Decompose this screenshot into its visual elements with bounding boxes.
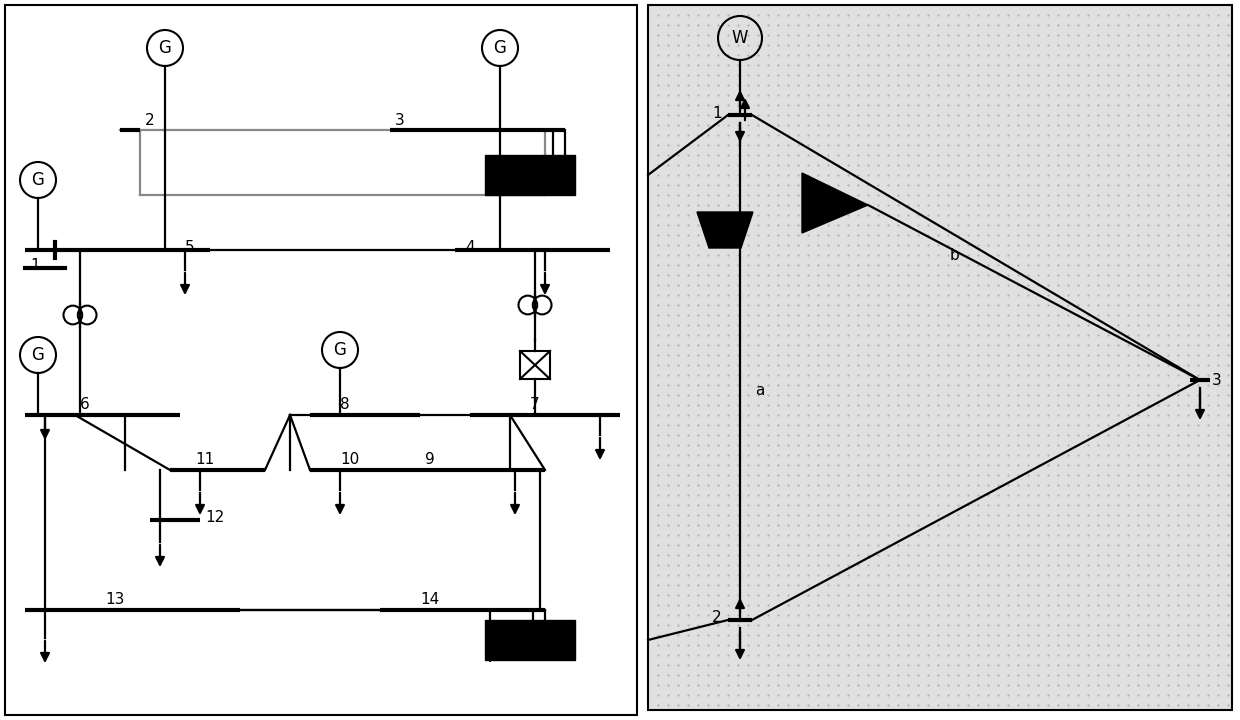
- Text: 5: 5: [185, 240, 195, 255]
- Text: 2: 2: [145, 113, 155, 128]
- Bar: [485, 620, 575, 660]
- Bar: [649, 5, 1233, 710]
- Text: 3: 3: [396, 113, 404, 128]
- Bar: [485, 155, 575, 195]
- Text: 2: 2: [712, 611, 722, 626]
- Text: 14: 14: [420, 592, 439, 607]
- Text: G: G: [334, 341, 346, 359]
- Text: 10: 10: [340, 452, 360, 467]
- Text: 13: 13: [105, 592, 124, 607]
- Text: 8: 8: [340, 397, 350, 412]
- Text: 7: 7: [529, 397, 539, 412]
- Text: a: a: [755, 382, 764, 397]
- Text: G: G: [494, 39, 506, 57]
- Text: 1: 1: [712, 106, 722, 120]
- Bar: [520, 351, 551, 379]
- Text: 1: 1: [30, 258, 40, 273]
- Text: 6: 6: [81, 397, 89, 412]
- Text: b: b: [950, 248, 960, 263]
- Text: 4: 4: [465, 240, 475, 255]
- Text: G: G: [159, 39, 171, 57]
- Polygon shape: [802, 173, 868, 233]
- Text: 12: 12: [205, 510, 224, 525]
- Text: 3: 3: [1211, 372, 1221, 387]
- Polygon shape: [697, 212, 753, 248]
- Text: W: W: [732, 29, 748, 47]
- Text: G: G: [31, 171, 45, 189]
- Text: 9: 9: [425, 452, 435, 467]
- Text: 11: 11: [195, 452, 215, 467]
- Text: G: G: [31, 346, 45, 364]
- Bar: [5, 5, 637, 715]
